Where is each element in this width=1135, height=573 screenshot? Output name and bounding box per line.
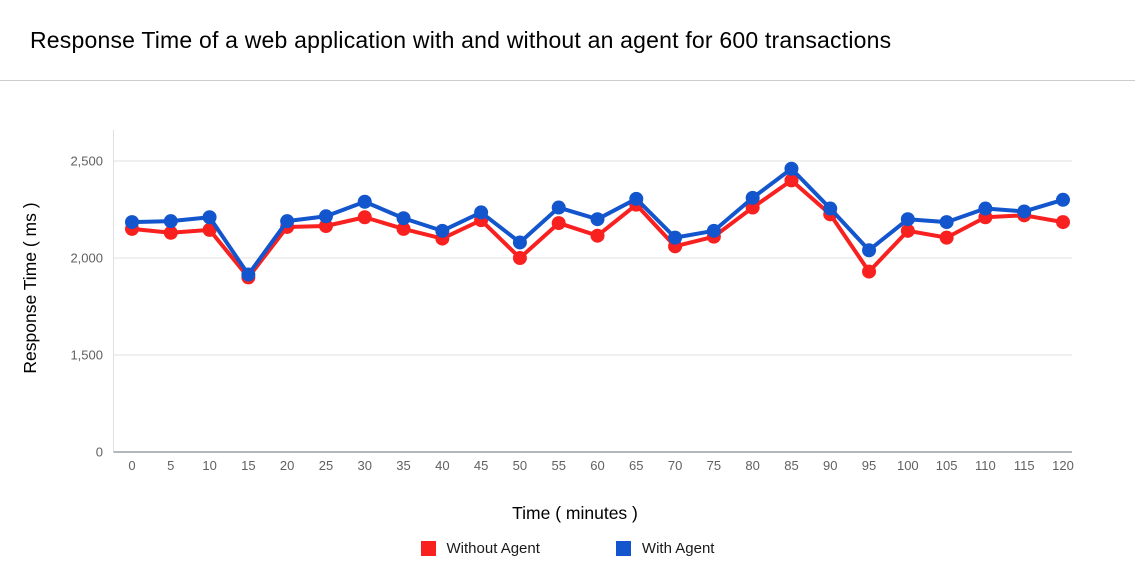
data-point-without-agent[interactable] [357, 210, 372, 225]
data-point-with-agent[interactable] [939, 215, 954, 230]
data-point-with-agent[interactable] [318, 209, 333, 224]
data-point-with-agent[interactable] [512, 235, 527, 250]
data-point-without-agent[interactable] [318, 218, 333, 233]
x-tick-label: 45 [474, 458, 488, 473]
x-tick-label: 70 [668, 458, 682, 473]
data-point-without-agent[interactable] [202, 222, 217, 237]
legend-item-without-agent: Without Agent [420, 540, 540, 557]
x-tick-label: 105 [936, 458, 958, 473]
data-point-with-agent[interactable] [241, 267, 256, 282]
data-point-with-agent[interactable] [590, 212, 605, 227]
x-tick-label: 75 [707, 458, 721, 473]
x-tick-label: 80 [745, 458, 759, 473]
data-point-with-agent[interactable] [629, 191, 644, 206]
x-tick-label: 25 [319, 458, 333, 473]
x-tick-label: 65 [629, 458, 643, 473]
data-point-with-agent[interactable] [280, 214, 295, 229]
data-point-without-agent[interactable] [745, 200, 760, 215]
data-point-with-agent[interactable] [784, 161, 799, 176]
data-point-without-agent[interactable] [512, 251, 527, 265]
data-point-with-agent[interactable] [706, 223, 721, 238]
data-point-without-agent[interactable] [396, 221, 411, 236]
data-point-with-agent[interactable] [202, 210, 217, 225]
chart-legend: Without Agent With Agent [0, 540, 1135, 557]
data-point-without-agent[interactable] [784, 173, 799, 188]
data-point-without-agent[interactable] [900, 223, 915, 238]
x-axis-title: Time ( minutes ) [512, 503, 638, 523]
data-point-with-agent[interactable] [1056, 192, 1070, 207]
x-tick-label: 50 [513, 458, 527, 473]
data-point-with-agent[interactable] [357, 194, 372, 209]
x-tick-label: 95 [862, 458, 876, 473]
x-tick-label: 20 [280, 458, 294, 473]
title-divider [0, 80, 1135, 81]
data-point-with-agent[interactable] [862, 243, 877, 258]
with-agent-swatch-icon [615, 541, 631, 556]
data-point-with-agent[interactable] [1017, 204, 1032, 219]
data-point-with-agent[interactable] [551, 200, 566, 215]
x-tick-label: 60 [590, 458, 604, 473]
x-tick-label: 110 [975, 458, 996, 473]
data-point-with-agent[interactable] [745, 190, 760, 205]
x-tick-label: 55 [551, 458, 565, 473]
data-point-with-agent[interactable] [668, 230, 683, 245]
data-point-without-agent[interactable] [163, 225, 178, 240]
x-tick-label: 15 [241, 458, 255, 473]
x-tick-label: 100 [897, 458, 919, 473]
x-tick-label: 115 [1014, 458, 1035, 473]
y-tick-label: 2,000 [70, 251, 103, 266]
data-point-without-agent[interactable] [590, 228, 605, 243]
chart-title: Response Time of a web application with … [30, 27, 892, 53]
data-point-with-agent[interactable] [125, 215, 139, 230]
data-point-with-agent[interactable] [900, 212, 915, 227]
x-tick-label: 5 [167, 458, 174, 473]
y-tick-label: 0 [96, 445, 103, 460]
legend-item-with-agent: With Agent [615, 540, 715, 557]
x-tick-label: 85 [784, 458, 798, 473]
x-tick-label: 0 [128, 458, 135, 473]
data-point-without-agent[interactable] [551, 216, 566, 231]
data-point-without-agent[interactable] [1056, 215, 1070, 230]
y-axis-title: Response Time ( ms ) [20, 202, 40, 373]
x-tick-label: 30 [358, 458, 372, 473]
grid-layer [113, 130, 1072, 453]
y-tick-label: 1,500 [70, 348, 103, 363]
x-tick-label: 35 [396, 458, 410, 473]
without-agent-swatch-icon [420, 541, 436, 556]
data-point-with-agent[interactable] [474, 205, 489, 220]
x-tick-label: 120 [1052, 458, 1074, 473]
legend-label-with-agent: With Agent [641, 540, 715, 557]
series-layer [125, 161, 1070, 285]
data-point-with-agent[interactable] [396, 211, 411, 226]
tick-layer: 0 1,500 2,000 2,500 0 5 10 15 20 25 30 35 40 45 50 55 60… [70, 154, 1073, 474]
data-point-with-agent[interactable] [163, 214, 178, 229]
data-point-with-agent[interactable] [823, 201, 838, 216]
data-point-without-agent[interactable] [862, 264, 877, 279]
x-tick-label: 10 [202, 458, 216, 473]
legend-label-without-agent: Without Agent [446, 540, 540, 557]
x-tick-label: 90 [823, 458, 837, 473]
data-point-with-agent[interactable] [435, 223, 450, 238]
data-point-with-agent[interactable] [978, 201, 993, 216]
data-point-without-agent[interactable] [939, 230, 954, 245]
y-tick-label: 2,500 [70, 154, 103, 169]
x-tick-label: 40 [435, 458, 449, 473]
